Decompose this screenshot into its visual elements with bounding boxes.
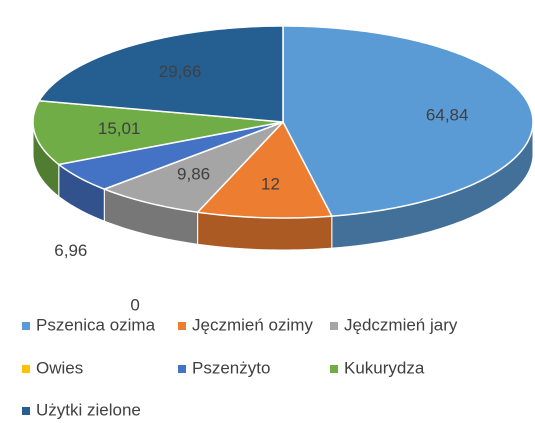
- pie-slice: [102, 121, 284, 214]
- pie-slice: [56, 121, 284, 190]
- legend-swatch: [22, 407, 30, 415]
- legend-label: Jęczmień ozimy: [192, 315, 313, 334]
- legend-label: Owies: [36, 358, 83, 377]
- data-label: 6,96: [54, 241, 87, 260]
- data-label: 0: [130, 295, 139, 314]
- legend-swatch: [178, 322, 186, 330]
- data-label: 64,84: [426, 105, 469, 124]
- legend-label: Jędczmień jary: [344, 315, 458, 334]
- legend-label: Pszenica ozima: [36, 315, 156, 334]
- legend-swatch: [330, 322, 338, 330]
- data-label: 29,66: [159, 62, 202, 81]
- legend-swatch: [330, 365, 338, 373]
- data-label: 9,86: [177, 165, 210, 184]
- legend-swatch: [22, 322, 30, 330]
- legend-label: Pszenżyto: [192, 358, 270, 377]
- legend-swatch: [22, 365, 30, 373]
- data-label: 15,01: [98, 119, 141, 138]
- legend-label: Kukurydza: [344, 358, 425, 377]
- legend-label: Użytki zielone: [36, 400, 141, 419]
- data-label: 12: [261, 175, 280, 194]
- pie-slice: [196, 120, 333, 219]
- legend-swatch: [178, 365, 186, 373]
- pie-slice: [37, 25, 284, 123]
- pie-slice: [282, 25, 534, 217]
